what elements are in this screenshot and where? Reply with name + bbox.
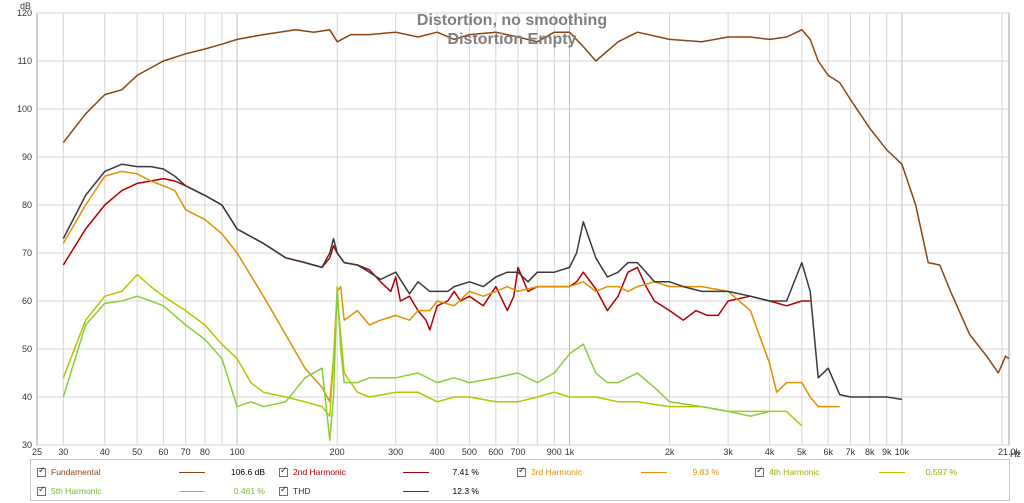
- legend-checkbox-4th-harmonic[interactable]: [755, 466, 764, 477]
- x-tick-label: 400: [430, 447, 445, 457]
- legend-checkbox-3rd-harmonic[interactable]: [517, 466, 526, 477]
- legend-value-fundamental: 106.6 dB: [230, 467, 265, 477]
- x-tick-label: 7k: [846, 447, 856, 457]
- legend-swatch-3rd-harmonic: [641, 471, 667, 473]
- legend-label-2nd-harmonic: 2nd Harmonic: [293, 467, 346, 477]
- series-line-3rd-harmonic: [62, 170, 840, 408]
- x-tick-label: 3k: [723, 447, 733, 457]
- x-tick-label: 1k: [565, 447, 575, 457]
- legend-swatch-2nd-harmonic: [403, 471, 429, 473]
- y-tick-label: 90: [22, 152, 32, 162]
- legend-label-3rd-harmonic: 3rd Harmonic: [531, 467, 583, 477]
- x-tick-label: 2k: [665, 447, 675, 457]
- x-tick-label: 900: [547, 447, 562, 457]
- legend: Fundamental 106.6 dB 2nd Harmonic 7.41 %…: [30, 459, 1010, 501]
- x-tick-label: 100: [230, 447, 245, 457]
- y-tick-label: 70: [22, 248, 32, 258]
- series-lines: [62, 29, 1010, 441]
- y-tick-label: 60: [22, 296, 32, 306]
- chart-subtitle: Distortion Empty: [447, 31, 577, 48]
- legend-value-thd: 12.3 %: [452, 486, 479, 496]
- y-tick-label: 80: [22, 200, 32, 210]
- x-tick-label: 25: [32, 447, 42, 457]
- legend-item-fundamental[interactable]: Fundamental 106.6 dB: [37, 465, 265, 479]
- legend-checkbox-2nd-harmonic[interactable]: [279, 466, 288, 477]
- x-tick-label: 5k: [797, 447, 807, 457]
- x-tick-label: 80: [200, 447, 210, 457]
- legend-value-3rd-harmonic: 9.83 %: [692, 467, 719, 477]
- legend-checkbox-thd[interactable]: [279, 485, 288, 496]
- y-tick-label: 50: [22, 344, 32, 354]
- y-tick-label: 40: [22, 392, 32, 402]
- x-tick-label: 30: [58, 447, 68, 457]
- legend-swatch-4th-harmonic: [879, 471, 905, 473]
- x-tick-label: 10k: [895, 447, 910, 457]
- x-tick-label: 700: [510, 447, 525, 457]
- x-tick-label: 8k: [865, 447, 875, 457]
- x-tick-label: 70: [181, 447, 191, 457]
- x-tick-label: 4k: [765, 447, 775, 457]
- y-tick-label: 120: [17, 8, 32, 18]
- legend-checkbox-fundamental[interactable]: [37, 466, 46, 477]
- series-line-fundamental: [62, 29, 1010, 374]
- series-line-5th-harmonic: [62, 285, 770, 441]
- y-tick-label: 110: [18, 56, 32, 66]
- series-line-thd: [62, 163, 903, 401]
- x-tick-label: 300: [388, 447, 403, 457]
- legend-value-5th-harmonic: 0.461 %: [233, 486, 265, 496]
- x-tick-label: 9k: [882, 447, 892, 457]
- series-line-4th-harmonic: [62, 273, 803, 427]
- legend-swatch-5th-harmonic: [179, 490, 205, 492]
- legend-item-thd[interactable]: THD 12.3 %: [279, 484, 479, 498]
- legend-item-2nd-harmonic[interactable]: 2nd Harmonic 7.41 %: [279, 465, 479, 479]
- legend-item-3rd-harmonic[interactable]: 3rd Harmonic 9.83 %: [517, 465, 719, 479]
- plot-area: [36, 12, 1010, 446]
- chart-title: Distortion, no smoothing: [416, 12, 608, 29]
- x-tick-label: 200: [330, 447, 345, 457]
- x-tick-label: 6k: [823, 447, 833, 457]
- legend-label-fundamental: Fundamental: [51, 467, 101, 477]
- legend-value-4th-harmonic: 0.597 %: [925, 467, 957, 477]
- x-tick-label: 500: [462, 447, 477, 457]
- legend-checkbox-5th-harmonic[interactable]: [37, 485, 46, 496]
- y-tick-label: 100: [17, 104, 32, 114]
- legend-item-4th-harmonic[interactable]: 4th Harmonic 0.597 %: [755, 465, 957, 479]
- x-tick-label: 600: [488, 447, 503, 457]
- legend-label-4th-harmonic: 4th Harmonic: [769, 467, 820, 477]
- legend-value-2nd-harmonic: 7.41 %: [452, 467, 479, 477]
- legend-swatch-fundamental: [179, 471, 205, 473]
- x-tick-label: 40: [100, 447, 110, 457]
- x-tick-label: 50: [132, 447, 142, 457]
- x-axis-unit: Hz: [1010, 449, 1021, 459]
- legend-item-5th-harmonic[interactable]: 5th Harmonic 0.461 %: [37, 484, 265, 498]
- legend-swatch-thd: [403, 490, 429, 492]
- legend-label-5th-harmonic: 5th Harmonic: [51, 486, 102, 496]
- x-tick-label: 21.0k: [998, 447, 1021, 457]
- x-tick-label: 60: [158, 447, 168, 457]
- legend-label-thd: THD: [293, 486, 311, 496]
- y-axis-label: dB: [20, 1, 31, 11]
- y-tick-label: 30: [22, 440, 32, 450]
